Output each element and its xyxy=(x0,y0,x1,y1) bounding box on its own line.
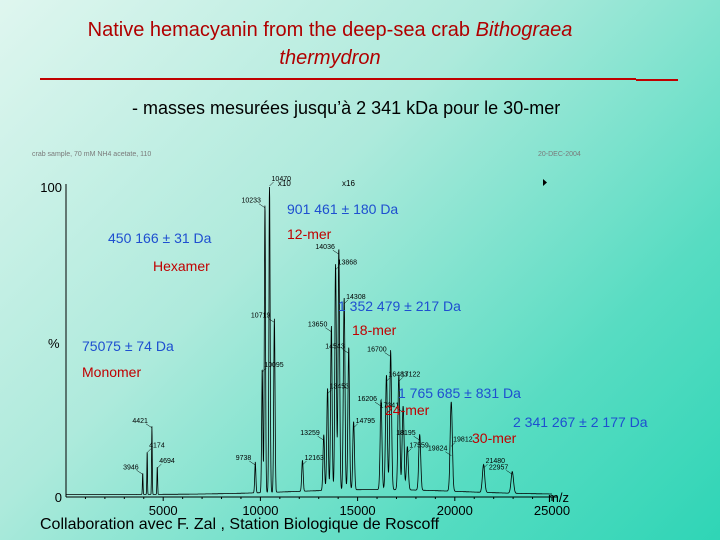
peak-label: 12163 xyxy=(304,455,324,462)
peak-leader-line xyxy=(258,203,266,208)
peak-leader-line xyxy=(335,265,340,270)
peak-leader-line xyxy=(386,377,391,382)
peak-label: 9738 xyxy=(236,455,252,462)
peak-label: 10233 xyxy=(241,198,261,205)
slide-footer: Collaboration avec F. Zal , Station Biol… xyxy=(40,516,440,533)
annotations: 450 166 ± 31 Da Hexamer 901 461 ± 180 Da… xyxy=(82,201,648,446)
slide-title: Native hemacyanin from the deep-sea crab… xyxy=(20,16,640,72)
peak-label: 21480 xyxy=(486,458,506,465)
x-tick-label: 5000 xyxy=(149,503,178,518)
peak-label: 10470 xyxy=(272,176,292,183)
y-axis-label: % xyxy=(48,336,60,351)
header-right: 20-DEC-2004 xyxy=(538,151,581,158)
annotation-24mer-mass: 1 765 685 ± 831 Da xyxy=(398,385,521,401)
annotation-hexamer-species: Hexamer xyxy=(153,258,210,274)
peak-leader-line xyxy=(450,442,456,447)
annotation-hexamer-mass: 450 166 ± 31 Da xyxy=(108,230,212,246)
peak-label: 14036 xyxy=(315,244,335,251)
peak-leader-line xyxy=(413,435,420,441)
peak-label: 10719 xyxy=(251,312,271,319)
peak-label: 17341 xyxy=(380,402,400,409)
magnification-mark: x10 xyxy=(278,179,291,188)
peak-leader-line xyxy=(384,352,391,357)
peak-leader-line xyxy=(398,377,404,382)
annotation-18mer-species: 18-mer xyxy=(352,322,397,338)
peak-leader-line xyxy=(157,463,162,469)
peak-leader-line xyxy=(445,451,452,456)
title-species: Bithograea xyxy=(475,19,573,41)
peak-label: 17122 xyxy=(401,371,421,378)
peak-label: 14543 xyxy=(325,343,345,350)
peak-leader-line xyxy=(269,181,274,187)
peak-label: 13259 xyxy=(300,430,320,437)
peak-label: 16700 xyxy=(367,347,387,354)
peak-leader-line xyxy=(342,349,349,354)
peak-leader-line xyxy=(506,470,513,475)
peak-label: 17559 xyxy=(409,443,429,450)
annotation-18mer-mass: 1 352 479 ± 217 Da xyxy=(338,298,461,314)
annotation-monomer-species: Monomer xyxy=(82,364,141,380)
peak-label: 19824 xyxy=(428,446,448,453)
peak-label: 4174 xyxy=(149,443,165,450)
peak-label: 16483 xyxy=(388,371,408,378)
annotation-12mer-mass: 901 461 ± 180 Da xyxy=(287,201,398,217)
title-underline xyxy=(40,78,636,80)
spectrum-trace xyxy=(66,186,552,495)
peak-label: 19812 xyxy=(453,436,473,443)
peak-leader-line xyxy=(332,249,339,255)
peak-leader-line xyxy=(145,423,153,429)
triangle-marker-icon xyxy=(543,179,547,186)
header-left: crab sample, 70 mM NH4 acetate, 110 xyxy=(32,151,151,158)
magnification-mark: x16 xyxy=(342,179,355,188)
peak-label: 4694 xyxy=(159,458,175,465)
peak-leader-line xyxy=(325,327,332,332)
x-tick-label: 15000 xyxy=(340,503,376,518)
peak-label: 18195 xyxy=(396,430,416,437)
peak-label: 14308 xyxy=(346,294,366,301)
peak-leader-line xyxy=(317,435,324,441)
title-species-line2: thermydron xyxy=(279,47,381,69)
peak-label: 4421 xyxy=(132,418,148,425)
x-axis-label: m/z xyxy=(548,490,569,505)
title-text: Native hemacyanin from the deep-sea crab xyxy=(87,19,476,41)
peak-label: 13453 xyxy=(330,384,350,391)
slide-subtitle: - masses mesurées jusqu’à 2 341 kDa pour… xyxy=(132,98,561,118)
peak-leader-line xyxy=(136,470,143,475)
peak-leader-line xyxy=(268,318,275,323)
peak-leader-line xyxy=(396,408,404,413)
x-tick-label: 25000 xyxy=(534,503,570,518)
y-tick-label: 100 xyxy=(40,180,62,195)
title-underline-tail xyxy=(636,79,678,81)
peak-labels: 3946 4174 4421 4694 9738 10095 10233 10470 10719… xyxy=(123,176,513,475)
peak-label: 10095 xyxy=(264,362,284,369)
magnification-marks: x10 x16 xyxy=(278,179,356,188)
peak-leader-line xyxy=(343,299,349,304)
x-tick-label: 20000 xyxy=(437,503,473,518)
peak-label: 16206 xyxy=(358,396,378,403)
peak-leader-line xyxy=(483,463,488,469)
peak-leader-line xyxy=(407,448,412,453)
peak-label: 13650 xyxy=(308,322,328,329)
peak-leader-line xyxy=(327,389,332,394)
peak-label: 3946 xyxy=(123,464,139,471)
y-tick-label: 0 xyxy=(55,490,62,505)
peak-label: 13868 xyxy=(338,260,358,267)
peak-leader-line xyxy=(302,460,307,466)
annotation-30mer-species: 30-mer xyxy=(472,430,517,446)
peak-label: 22957 xyxy=(489,464,509,471)
peak-leader-line xyxy=(262,367,267,373)
annotation-monomer-mass: 75075 ± 74 Da xyxy=(82,338,174,354)
peak-label: 14795 xyxy=(356,418,376,425)
axis-ticks: 5000 10000 15000 20000 25000 0 100 xyxy=(40,180,570,518)
annotation-12mer-species: 12-mer xyxy=(287,226,332,242)
peak-leader-line xyxy=(249,460,256,466)
peak-leader-line xyxy=(353,423,358,428)
annotation-24mer-species: 24-mer xyxy=(385,402,430,418)
peak-leader-line xyxy=(374,401,382,407)
axes xyxy=(65,184,558,498)
x-tick-label: 10000 xyxy=(242,503,278,518)
annotation-30mer-mass: 2 341 267 ± 2 177 Da xyxy=(513,414,648,430)
peak-leader-line xyxy=(146,448,152,453)
